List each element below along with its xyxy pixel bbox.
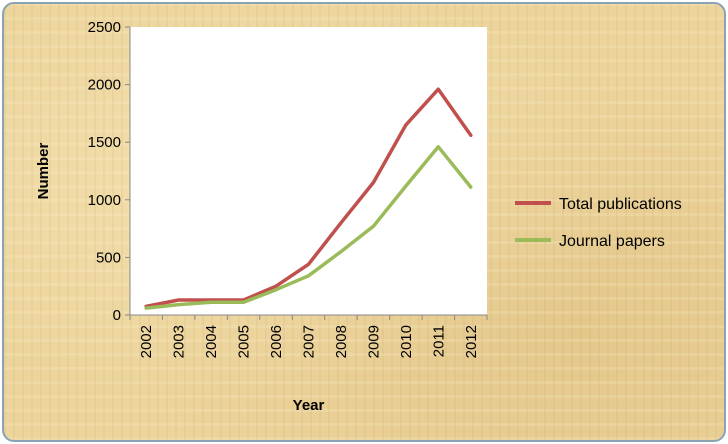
x-tick-label: 2002 [138,325,155,358]
legend-label: Journal papers [559,233,665,250]
x-tick-label: 2009 [365,325,382,358]
y-tick-label: 500 [96,249,121,266]
y-tick-label: 2000 [88,77,121,94]
x-tick-label: 2010 [398,325,415,358]
series-line-total-publications [144,87,473,309]
series-line-journal-papers [144,145,473,310]
x-axis-ticks: 2002 2003 2004 2005 2006 2007 2008 2009 2010 2011… [129,315,488,358]
legend-label: Total publications [559,196,682,213]
x-tick-label: 2011 [430,325,447,357]
x-tick-label: 2005 [236,325,253,358]
x-tick-label: 2003 [171,325,188,358]
legend: Total publications Journal papers [515,196,682,250]
x-tick-label: 2004 [203,325,220,358]
y-tick-label: 1500 [88,134,121,151]
x-tick-label: 2012 [463,325,480,358]
x-axis-title: Year [293,397,325,414]
y-tick-label: 2500 [88,19,121,36]
series-lines [144,87,473,310]
y-tick-label: 1000 [88,192,121,209]
plot-area [130,27,487,315]
y-axis-ticks: 0 500 1000 1500 2000 2500 [88,19,130,324]
x-tick-label: 2006 [268,325,285,358]
x-tick-label: 2008 [333,325,350,358]
y-tick-label: 0 [113,307,121,324]
y-axis-title: Number [35,143,52,200]
x-tick-label: 2007 [301,325,318,358]
